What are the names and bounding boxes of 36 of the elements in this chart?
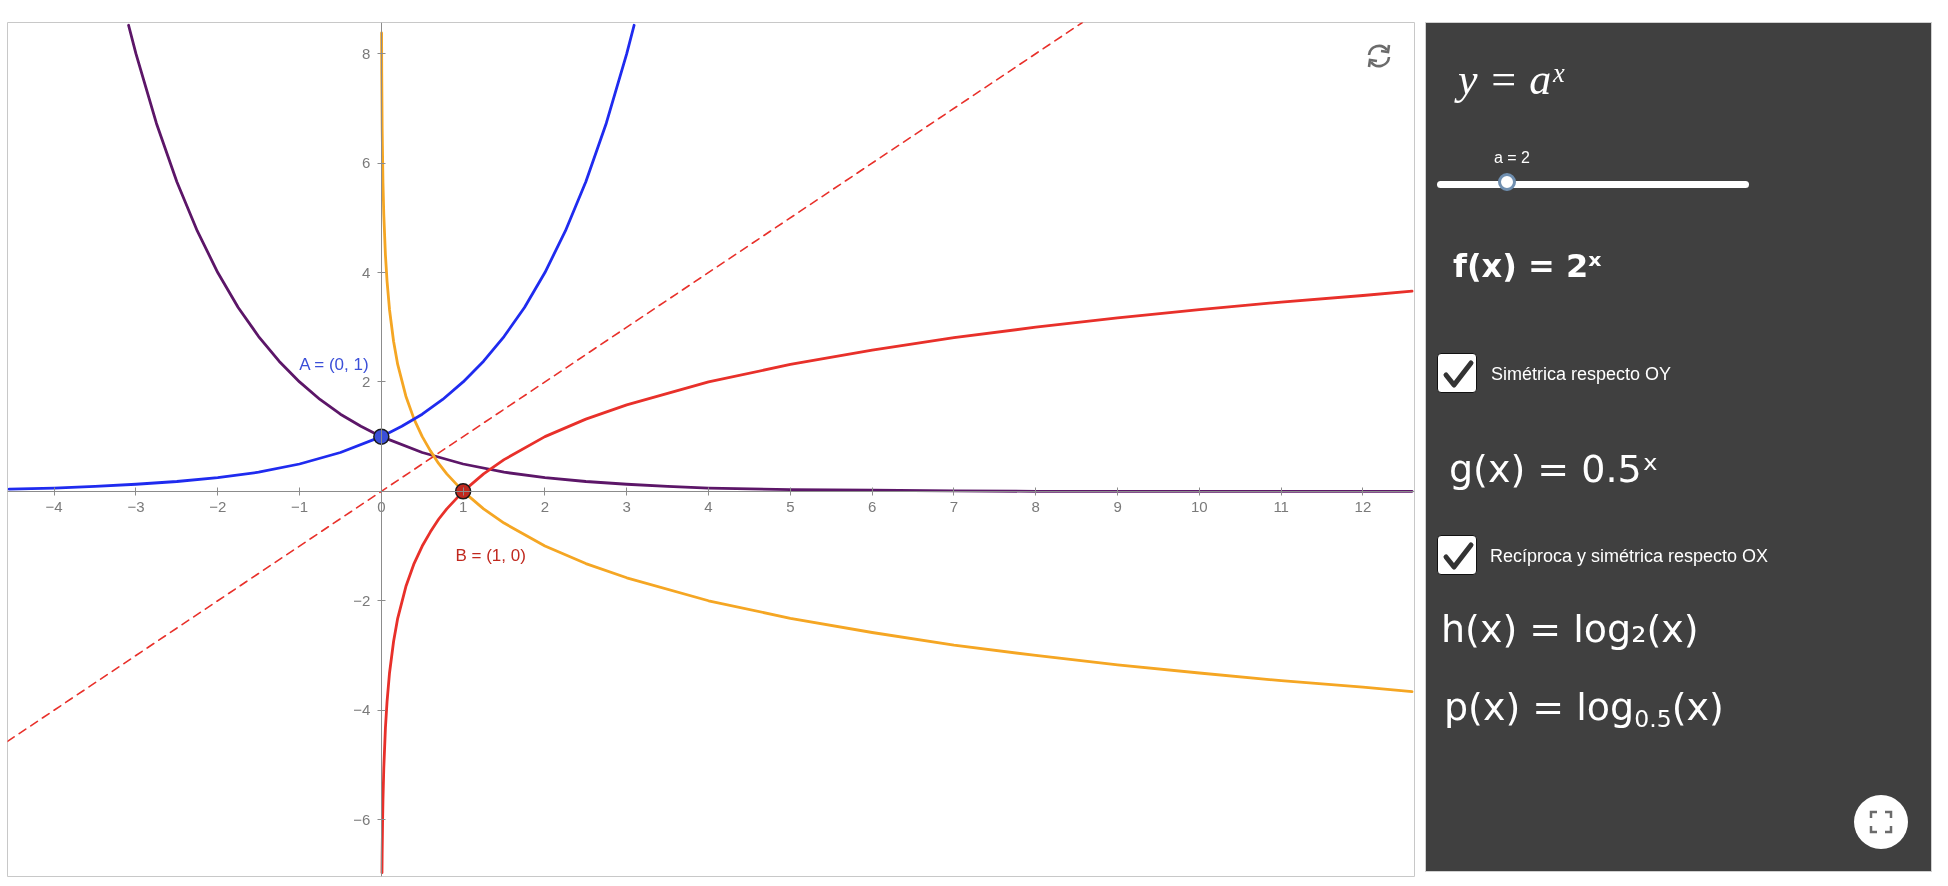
x-tick-label: 10 [1191,498,1208,516]
x-tick-label: 6 [867,498,877,516]
text: Simétrica respecto OY [1491,363,1672,384]
annotation: A = (0, 1) [299,355,369,375]
x-tick-label: 7 [949,498,959,516]
x-tick-label: 3 [622,498,631,516]
line-series [7,23,636,491]
x-tick-label: −1 [290,498,309,516]
text: g(x) = 0.5ˣ [1449,447,1659,492]
x-tick-label: 1 [458,498,468,516]
line-series [127,23,1414,493]
line-series [380,289,1414,875]
text: f(x) = 2ˣ [1453,247,1602,286]
x-tick-label: 9 [1113,498,1122,516]
text: h(x) = log₂(x) [1441,607,1699,652]
y-tick-label: −2 [353,591,371,609]
x-tick-label: −3 [127,498,145,516]
x-tick-label: 8 [1031,498,1040,516]
y-tick-label: −4 [353,701,371,719]
x-tick-label: 12 [1354,498,1372,516]
y-tick-label: 4 [361,263,371,281]
y-tick-label: −6 [353,810,371,828]
annotation: B = (1, 0) [455,545,526,565]
x-tick-label: 4 [704,498,713,516]
x-tick-label: 2 [540,498,550,516]
x-tick-label: 11 [1273,498,1289,516]
y-tick-label: 8 [361,44,371,62]
text: Recíproca y simétrica respecto OX [1490,545,1769,566]
x-tick-label: −2 [209,498,227,516]
y-tick-label: 6 [361,154,371,172]
x-tick-label: −4 [45,498,63,516]
x-tick-label: 5 [786,498,795,516]
line-series [380,31,1414,693]
text: p(x) = log$_{0.5}$(x) [1444,685,1724,733]
text: a = 2 [1493,148,1531,166]
y-tick-label: 2 [361,372,371,390]
